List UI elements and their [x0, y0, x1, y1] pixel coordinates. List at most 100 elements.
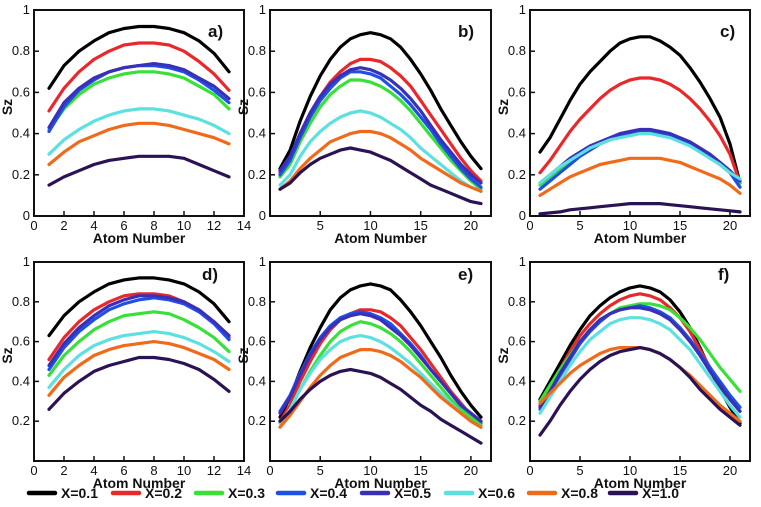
- x-tick-label: 5: [317, 463, 324, 478]
- y-tick-label: 0.8: [248, 43, 266, 58]
- x-tick-label: 2: [60, 463, 67, 478]
- legend-item: X=0.1: [26, 485, 98, 501]
- y-axis-label: Sz: [0, 347, 15, 363]
- series-line-X-0_3: [47, 310, 231, 377]
- x-tick-label: 12: [207, 218, 221, 233]
- y-tick-label: 1: [259, 254, 266, 269]
- series-group: [278, 282, 483, 445]
- x-tick-label: 8: [150, 463, 157, 478]
- y-axis-label: Sz: [235, 347, 251, 363]
- x-tick-label: 12: [207, 463, 221, 478]
- y-tick-label: 0.2: [12, 413, 30, 428]
- y-tick-label: 0.2: [248, 413, 266, 428]
- y-tick-label: 0.4: [248, 373, 266, 388]
- legend-label: X=0.8: [561, 485, 598, 501]
- series-line-X-1_0: [278, 367, 483, 445]
- plot-frame: [529, 9, 751, 217]
- x-tick-label: 14: [237, 218, 251, 233]
- series-line-X-0_2: [538, 76, 742, 185]
- x-tick-label: 6: [120, 218, 127, 233]
- y-tick-label: 1: [259, 2, 266, 17]
- series-line-X-0_6: [47, 107, 231, 156]
- x-tick-label: 15: [673, 463, 687, 478]
- series-line-X-0_4: [538, 129, 742, 191]
- x-tick-label: 8: [150, 218, 157, 233]
- y-tick-label: 0.8: [508, 43, 526, 58]
- series-line-X-1_0: [47, 154, 231, 187]
- x-tick-label: 15: [673, 218, 687, 233]
- x-tick-label: 0: [30, 218, 37, 233]
- series-line-X-0_8: [47, 121, 231, 167]
- y-tick-label: 0.4: [248, 126, 266, 141]
- plot-frame: [529, 261, 751, 462]
- series-line-X-0_5: [538, 127, 742, 185]
- x-tick-label: 0: [30, 463, 37, 478]
- y-tick-label: 0.8: [508, 294, 526, 309]
- y-tick-label: 0.4: [12, 373, 30, 388]
- legend-item: X=0.2: [110, 485, 182, 501]
- x-tick-label: 5: [576, 463, 583, 478]
- x-axis-label: Atom Number: [334, 475, 427, 491]
- legend-label: X=0.2: [145, 485, 182, 501]
- series-line-X-0_5: [278, 312, 483, 423]
- x-tick-label: 5: [576, 218, 583, 233]
- panel-label: f): [718, 265, 729, 284]
- series-line-X-0_4: [278, 70, 483, 189]
- y-tick-label: 0.6: [248, 334, 266, 349]
- series-line-X-0_1: [278, 31, 483, 171]
- x-tick-label: 6: [120, 463, 127, 478]
- x-tick-label: 5: [317, 218, 324, 233]
- y-tick-label: 0.8: [12, 294, 30, 309]
- series-line-X-0_2: [47, 41, 231, 113]
- series-line-X-0_5: [47, 294, 231, 368]
- series-line-X-0_8: [278, 348, 483, 429]
- y-axis-label: Sz: [0, 99, 15, 115]
- series-line-X-0_1: [47, 24, 231, 90]
- legend-item: X=1.0: [607, 485, 679, 501]
- x-tick-label: 20: [464, 463, 478, 478]
- y-tick-label: 0.2: [12, 167, 30, 182]
- y-tick-label: 0: [519, 208, 526, 223]
- legend-label: X=0.1: [61, 485, 98, 501]
- y-tick-label: 0.8: [12, 43, 30, 58]
- plot-frame: [33, 9, 245, 217]
- series-line-X-1_0: [278, 146, 483, 206]
- series-line-X-0_6: [538, 316, 742, 419]
- y-tick-label: 0.2: [248, 167, 266, 182]
- y-tick-label: 0.4: [508, 126, 526, 141]
- x-tick-label: 10: [363, 218, 377, 233]
- x-axis-label: Atom Number: [93, 475, 186, 491]
- y-tick-label: 1: [23, 254, 30, 269]
- series-line-X-0_2: [278, 308, 483, 425]
- y-tick-label: 0.6: [508, 334, 526, 349]
- series-group: [538, 35, 742, 216]
- series-line-X-1_0: [538, 346, 742, 437]
- y-tick-label: 0.6: [248, 84, 266, 99]
- panel-label: d): [202, 265, 218, 284]
- series-line-X-0_5: [538, 306, 742, 413]
- x-tick-label: 10: [177, 218, 191, 233]
- legend-item: X=0.6: [443, 485, 515, 501]
- panel-label: c): [720, 22, 735, 41]
- x-tick-label: 15: [413, 218, 427, 233]
- x-tick-label: 4: [90, 463, 97, 478]
- y-axis-label: Sz: [495, 347, 511, 363]
- y-tick-label: 1: [519, 2, 526, 17]
- x-tick-label: 4: [90, 218, 97, 233]
- y-tick-label: 1: [519, 254, 526, 269]
- x-tick-label: 10: [623, 218, 637, 233]
- legend-item: X=0.8: [526, 485, 598, 501]
- series-line-X-0_3: [278, 78, 483, 191]
- panel-label: e): [458, 265, 473, 284]
- series-line-X-0_1: [538, 35, 742, 185]
- y-tick-label: 1: [23, 2, 30, 17]
- legend-label: X=0.4: [310, 485, 347, 501]
- series-line-X-0_6: [278, 109, 483, 193]
- plot-frame: [33, 261, 245, 462]
- series-line-X-0_8: [278, 129, 483, 193]
- y-axis-label: Sz: [495, 99, 511, 115]
